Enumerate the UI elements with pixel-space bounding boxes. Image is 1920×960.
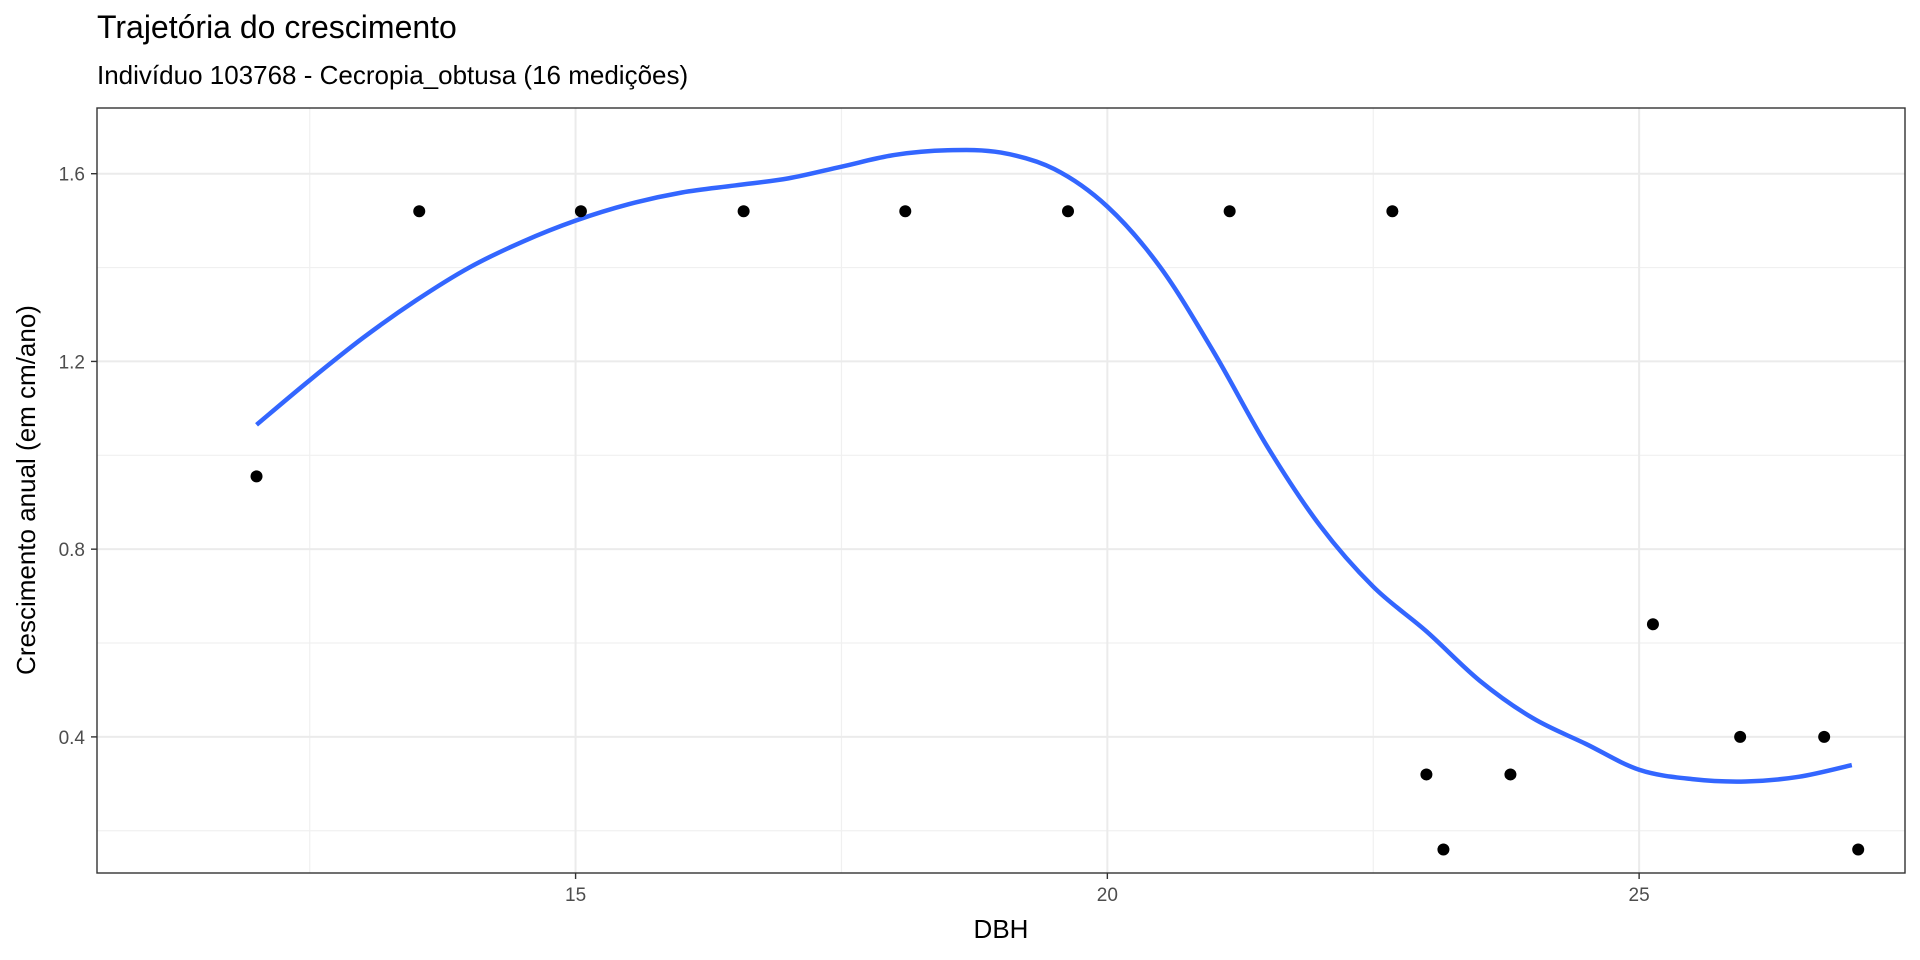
chart-title: Trajetória do crescimento [97, 9, 457, 45]
x-axis: 15 20 25 [565, 873, 1650, 906]
data-point [737, 205, 750, 218]
y-tick-label: 1.2 [59, 352, 85, 373]
data-point [1734, 730, 1747, 743]
y-tick-label: 0.8 [59, 540, 85, 561]
data-point [1062, 205, 1075, 218]
y-axis: 0.4 0.8 1.2 1.6 [59, 165, 97, 749]
y-tick-label: 1.6 [59, 165, 85, 186]
x-tick-label: 15 [565, 885, 586, 906]
smooth-curve-layer [255, 147, 1853, 784]
plot-panel [97, 108, 1905, 873]
plot-panel-border [96, 107, 1906, 874]
data-point [899, 205, 912, 218]
data-point [1504, 768, 1517, 781]
points-layer [250, 205, 1865, 856]
data-point [1818, 730, 1831, 743]
data-point [1646, 618, 1659, 631]
data-point [1852, 843, 1865, 856]
grid [97, 108, 1906, 873]
data-point [574, 205, 587, 218]
data-point [1386, 205, 1399, 218]
data-point [250, 470, 263, 483]
x-tick-label: 20 [1097, 885, 1118, 906]
chart-subtitle: Indivíduo 103768 - Cecropia_obtusa (16 m… [97, 60, 688, 90]
data-point [413, 205, 426, 218]
x-axis-title: DBH [974, 914, 1029, 944]
x-tick-label: 25 [1629, 885, 1650, 906]
data-point [1420, 768, 1433, 781]
data-point [1223, 205, 1236, 218]
y-axis-title: Crescimento anual (em cm/ano) [11, 305, 41, 675]
y-tick-label: 0.4 [59, 728, 86, 749]
data-point [1437, 843, 1450, 856]
smooth-curve [255, 147, 1853, 784]
